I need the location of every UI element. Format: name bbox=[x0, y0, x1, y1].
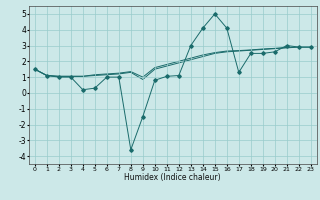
X-axis label: Humidex (Indice chaleur): Humidex (Indice chaleur) bbox=[124, 173, 221, 182]
